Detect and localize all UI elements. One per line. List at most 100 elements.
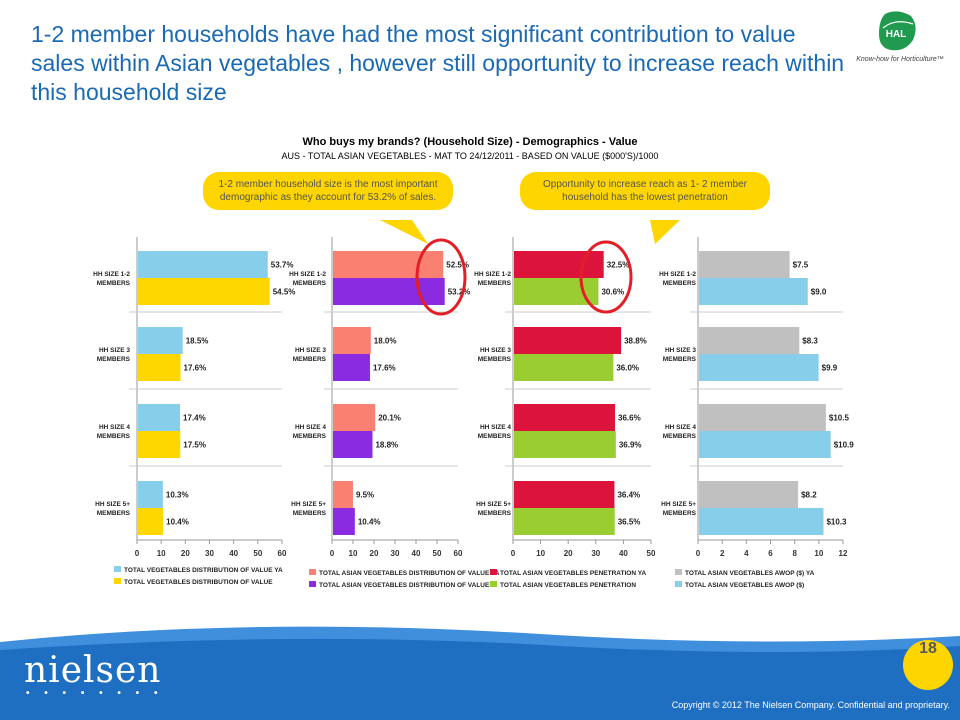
x-tick-label: 60 <box>454 549 463 558</box>
legend-label: TOTAL ASIAN VEGETABLES PENETRATION <box>500 582 636 589</box>
x-tick-label: 6 <box>768 549 773 558</box>
x-tick-label: 12 <box>839 549 848 558</box>
legend-label: TOTAL ASIAN VEGETABLES AWOP ($) <box>685 582 804 589</box>
chart-subtitle: AUS - TOTAL ASIAN VEGETABLES - MAT TO 24… <box>281 151 659 161</box>
legend-label: TOTAL ASIAN VEGETABLES DISTRIBUTION OF V… <box>319 582 490 589</box>
bar-label: $7.5 <box>793 261 809 270</box>
chart-panel-2: 0 10 20 30 40 50 60 HH SIZE 1-2 MEMBERS HH SIZE 3… <box>289 237 500 589</box>
category-label: HH SIZE 4 <box>665 424 696 431</box>
category-label: MEMBERS <box>293 510 327 517</box>
category-label: HH SIZE 4 <box>99 424 130 431</box>
bar <box>333 278 445 305</box>
category-label: HH SIZE 1-2 <box>93 271 130 278</box>
bar-label: 9.5% <box>356 491 374 500</box>
bar <box>699 354 819 381</box>
category-label: MEMBERS <box>293 356 327 363</box>
bar-label: $8.2 <box>801 491 817 500</box>
bar <box>699 327 800 354</box>
x-tick-label: 20 <box>181 549 190 558</box>
bar-label: 52.5% <box>446 261 469 270</box>
bar <box>138 251 268 278</box>
bar-label: 17.6% <box>373 364 396 373</box>
x-tick-label: 40 <box>229 549 238 558</box>
bar-label: 18.8% <box>375 441 398 450</box>
chart-title: Who buys my brands? (Household Size) - D… <box>302 136 638 148</box>
category-label: HH SIZE 3 <box>480 347 511 354</box>
chart-panel-1: 0 10 20 30 40 50 60 HH SIZE 1-2 MEMBERS HH SIZE 3… <box>93 237 295 586</box>
x-tick-label: 60 <box>278 549 287 558</box>
x-tick-label: 10 <box>536 549 545 558</box>
x-tick-label: 10 <box>814 549 823 558</box>
bar-label: 54.5% <box>273 288 296 297</box>
bar-label: 17.6% <box>184 364 207 373</box>
bar <box>514 251 604 278</box>
category-label: MEMBERS <box>478 356 512 363</box>
legend-swatch <box>114 578 121 584</box>
bar <box>514 327 622 354</box>
category-label: HH SIZE 5+ <box>291 501 326 508</box>
legend-label: TOTAL ASIAN VEGETABLES DISTRIBUTION OF V… <box>319 570 500 577</box>
x-tick-label: 40 <box>619 549 628 558</box>
legend-label: TOTAL VEGETABLES DISTRIBUTION OF VALUE <box>124 579 273 586</box>
bar-label: 36.9% <box>619 441 642 450</box>
x-tick-label: 20 <box>564 549 573 558</box>
bar <box>333 354 370 381</box>
legend-swatch <box>309 569 316 575</box>
category-label: HH SIZE 3 <box>295 347 326 354</box>
legend-swatch <box>490 569 497 575</box>
hal-logo-text: HAL <box>886 29 907 40</box>
nielsen-logo-dots: • • • • • • • • <box>26 688 164 699</box>
x-tick-label: 30 <box>391 549 400 558</box>
legend-label: TOTAL ASIAN VEGETABLES PENETRATION YA <box>500 570 646 577</box>
category-label: MEMBERS <box>478 280 512 287</box>
bar <box>333 251 444 278</box>
bar <box>138 327 183 354</box>
bar-label: $10.5 <box>829 414 850 423</box>
category-label: MEMBERS <box>478 510 512 517</box>
category-label: MEMBERS <box>97 510 131 517</box>
category-label: MEMBERS <box>663 280 697 287</box>
bar <box>138 278 270 305</box>
x-tick-label: 30 <box>205 549 214 558</box>
bar <box>333 431 373 458</box>
category-label: HH SIZE 5+ <box>95 501 130 508</box>
x-tick-label: 20 <box>370 549 379 558</box>
x-tick-label: 50 <box>253 549 262 558</box>
bar-label: 53.7% <box>271 261 294 270</box>
bar <box>333 508 355 535</box>
category-label: MEMBERS <box>293 280 327 287</box>
hal-logo: HAL Know-how for Horticulture™ <box>855 10 945 70</box>
highlight-ellipse <box>579 240 633 314</box>
bar-label: 36.4% <box>617 491 640 500</box>
footer-band <box>0 626 960 720</box>
bar <box>514 278 599 305</box>
bar-label: 10.3% <box>166 491 189 500</box>
category-label: MEMBERS <box>663 510 697 517</box>
category-label: HH SIZE 1-2 <box>659 271 696 278</box>
bar <box>514 508 615 535</box>
callout-household-size: 1-2 member household size is the most im… <box>203 172 453 210</box>
bar <box>514 404 616 431</box>
bar <box>699 481 799 508</box>
bar-label: 53.2% <box>448 288 471 297</box>
x-tick-label: 50 <box>433 549 442 558</box>
category-label: MEMBERS <box>97 433 131 440</box>
category-label: HH SIZE 1-2 <box>289 271 326 278</box>
legend-label: TOTAL ASIAN VEGETABLES AWOP ($) YA <box>685 570 815 577</box>
x-tick-label: 4 <box>744 549 749 558</box>
x-tick-label: 8 <box>792 549 797 558</box>
highlight-ellipse <box>415 238 467 316</box>
x-tick-label: 0 <box>511 549 516 558</box>
legend-swatch <box>114 566 121 572</box>
category-label: HH SIZE 5+ <box>476 501 511 508</box>
x-tick-label: 0 <box>696 549 701 558</box>
bar <box>138 404 181 431</box>
bar-label: 36.6% <box>618 414 641 423</box>
bar <box>514 354 614 381</box>
x-tick-label: 10 <box>157 549 166 558</box>
legend-label: TOTAL VEGETABLES DISTRIBUTION OF VALUE Y… <box>124 567 283 574</box>
category-label: MEMBERS <box>663 356 697 363</box>
bar-label: 18.0% <box>374 337 397 346</box>
bar <box>138 431 181 458</box>
bar-label: $9.9 <box>822 364 838 373</box>
